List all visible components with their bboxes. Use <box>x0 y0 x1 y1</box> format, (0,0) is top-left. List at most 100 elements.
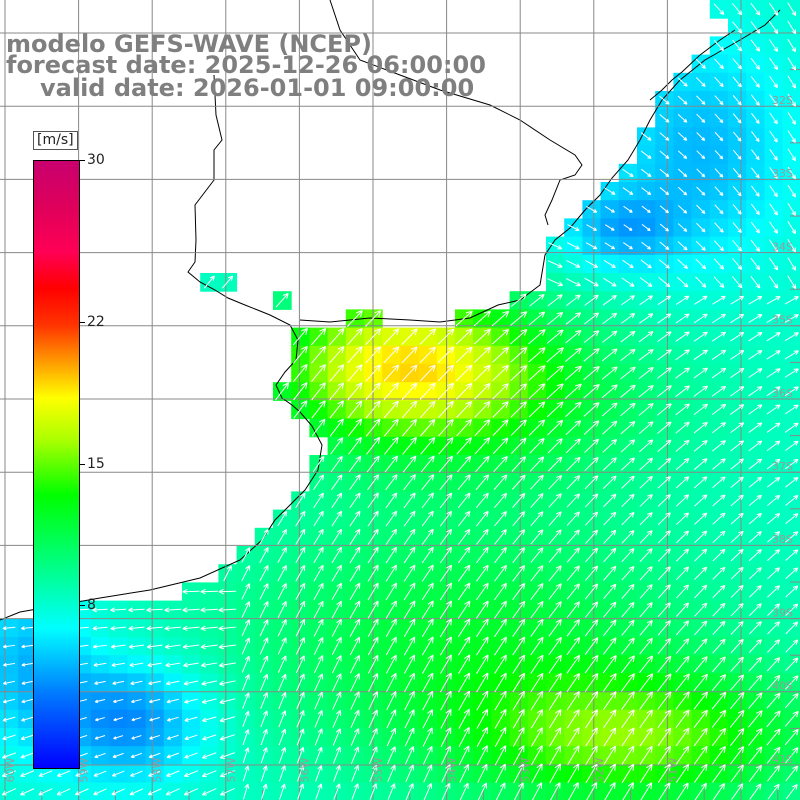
wind-arrow <box>166 716 179 722</box>
wind-arrow <box>547 419 564 436</box>
wind-arrow <box>621 709 635 729</box>
wind-arrow <box>457 600 471 619</box>
wind-arrow <box>347 400 363 419</box>
wind-arrow <box>130 770 143 777</box>
wind-arrow <box>784 422 799 433</box>
wind-arrow <box>422 690 434 711</box>
wind-arrow <box>769 75 778 89</box>
wind-arrow <box>458 745 470 765</box>
wind-arrow <box>128 625 145 631</box>
wind-arrow <box>712 584 726 599</box>
wind-arrow <box>714 95 724 106</box>
wind-arrow <box>730 440 745 452</box>
wind-arrow <box>787 112 796 125</box>
wind-arrow <box>732 58 742 70</box>
wind-arrow <box>730 566 744 580</box>
wind-arrow <box>712 620 726 635</box>
wind-arrow <box>767 639 781 653</box>
wind-arrow <box>367 510 379 527</box>
wind-arrow <box>528 419 546 436</box>
wind-arrow <box>711 691 727 710</box>
wind-arrow <box>437 364 455 382</box>
wind-arrow <box>458 672 471 693</box>
colorbar-tick-label: 15 <box>87 455 105 472</box>
wind-arrow <box>584 565 599 581</box>
wind-arrow <box>21 680 33 685</box>
wind-arrow <box>621 727 635 747</box>
wind-arrow <box>313 564 324 582</box>
wind-arrow <box>347 364 363 382</box>
wind-arrow <box>476 708 489 729</box>
lon-label: 52W <box>593 757 606 782</box>
wind-arrow <box>368 691 378 710</box>
lat-label: 39S <box>772 606 793 619</box>
wind-arrow <box>696 168 706 178</box>
wind-arrow <box>750 39 761 52</box>
wind-arrow <box>620 420 636 435</box>
wind-arrow <box>295 564 306 582</box>
wind-arrow <box>638 348 654 361</box>
wind-arrow <box>546 365 564 381</box>
wind-arrow <box>421 528 434 545</box>
wind-arrow <box>695 258 707 270</box>
wind-arrow <box>20 788 35 796</box>
wind-arrow <box>437 346 455 364</box>
wind-arrow <box>493 474 508 490</box>
wind-arrow <box>474 437 491 455</box>
wind-arrow <box>493 456 508 473</box>
wind-arrow <box>369 783 378 800</box>
wind-arrow <box>784 332 799 342</box>
wind-arrow <box>549 745 562 766</box>
wind-arrow <box>367 600 379 619</box>
wind-arrow <box>713 276 725 289</box>
wind-arrow <box>586 782 598 800</box>
wind-arrow <box>476 528 489 545</box>
wind-arrow <box>92 625 108 631</box>
wind-arrow <box>113 717 124 722</box>
lon-label: 51W <box>666 757 679 782</box>
wind-arrow <box>494 727 507 747</box>
wind-arrow <box>711 385 727 397</box>
wind-arrow <box>584 457 599 472</box>
wind-arrow <box>712 530 726 543</box>
wind-arrow <box>459 764 469 783</box>
wind-arrow <box>657 584 671 599</box>
wind-arrow <box>367 618 379 638</box>
wind-arrow <box>419 364 436 382</box>
wind-arrow <box>349 474 361 491</box>
wind-arrow <box>604 224 615 231</box>
wind-arrow <box>365 346 381 364</box>
wind-arrow <box>730 422 745 434</box>
lon-label: 57W <box>225 757 238 782</box>
wind-arrow <box>328 328 345 346</box>
wind-arrow <box>546 329 564 344</box>
wind-arrow <box>494 582 507 601</box>
wind-arrow <box>768 257 779 271</box>
wind-arrow <box>566 583 580 600</box>
wind-arrow <box>367 564 379 582</box>
wind-arrow <box>367 582 379 601</box>
wind-arrow <box>146 625 163 631</box>
wind-arrow <box>242 692 250 709</box>
wind-arrow <box>748 692 763 709</box>
wind-arrow <box>640 150 652 159</box>
wind-arrow <box>748 295 763 305</box>
wind-arrow <box>602 294 617 306</box>
wind-arrow <box>547 311 564 326</box>
wind-arrow <box>767 567 781 580</box>
wind-arrow <box>567 224 580 231</box>
wind-arrow <box>439 618 453 638</box>
wind-arrow <box>332 691 342 710</box>
wind-arrow <box>166 770 180 777</box>
wind-arrow <box>296 710 305 728</box>
wind-arrow <box>584 583 599 600</box>
wind-arrow <box>694 620 708 636</box>
wind-arrow <box>730 674 745 691</box>
wind-arrow <box>277 546 287 564</box>
wind-arrow <box>201 680 218 686</box>
wind-arrow <box>694 476 708 489</box>
wind-arrow <box>675 331 690 342</box>
wind-arrow <box>259 565 269 582</box>
wind-arrow <box>333 765 341 782</box>
wind-arrow <box>748 440 763 452</box>
